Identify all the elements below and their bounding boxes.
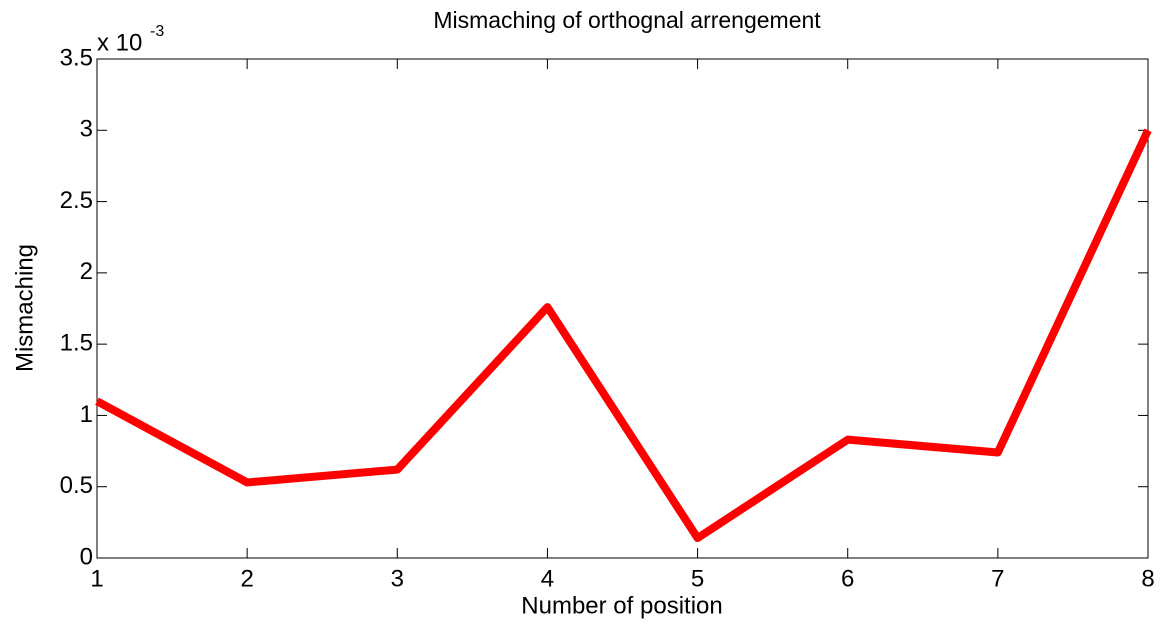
y-tick-label: 0 (80, 543, 93, 570)
x-tick-label: 6 (841, 565, 854, 592)
chart-title: Mismaching of orthognal arrengement (433, 7, 821, 33)
y-tick-label: 1 (80, 401, 93, 428)
y-multiplier: x 10 (97, 29, 142, 56)
y-multiplier-exponent: -3 (150, 23, 164, 40)
y-tick-label: 3 (80, 116, 93, 143)
y-tick-label: 3.5 (60, 44, 93, 71)
plot-frame (96, 58, 1149, 559)
y-tick-label: 1.5 (60, 329, 93, 356)
x-tick-label: 7 (991, 565, 1004, 592)
y-tick-label: 2 (80, 258, 93, 285)
x-axis-label: Number of position (521, 592, 722, 619)
data-line (95, 128, 1152, 543)
x-tick-label: 3 (391, 565, 404, 592)
y-tick-label: 2.5 (60, 187, 93, 214)
x-tick-label: 2 (240, 565, 253, 592)
x-tick-label: 5 (691, 565, 704, 592)
x-tick-label: 1 (90, 565, 103, 592)
y-tick-label: 0.5 (60, 472, 93, 499)
y-axis-label: Mismaching (11, 244, 38, 372)
x-tick-label: 8 (1141, 565, 1154, 592)
x-tick-label: 4 (541, 565, 554, 592)
